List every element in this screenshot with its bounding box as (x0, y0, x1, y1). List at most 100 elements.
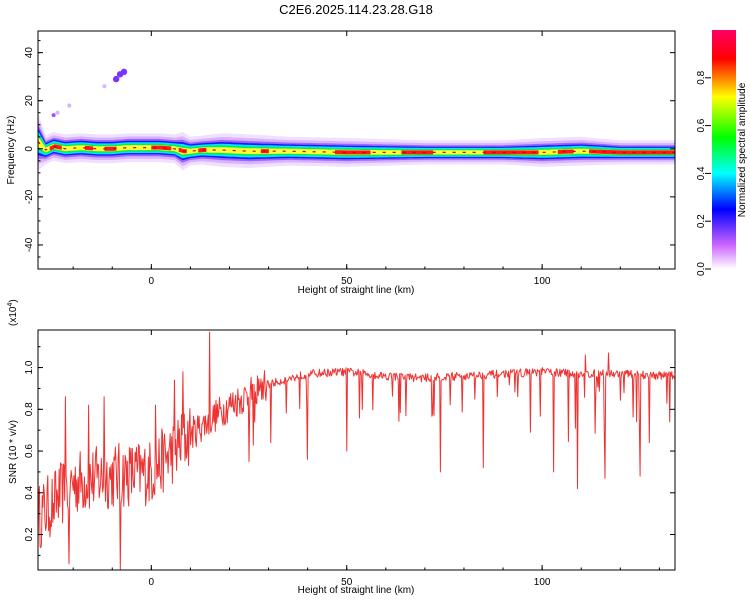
heat-hot-cell (649, 150, 652, 155)
heat-hot-cell (340, 150, 344, 155)
heat-hot-cell (489, 150, 492, 155)
spectrogram-axes: 0 50 100 -40 -20 0 20 40 (24, 31, 675, 287)
heat-hot-cell (518, 150, 521, 155)
heat-hot-cell (620, 150, 623, 155)
heat-hot-cell (665, 150, 668, 155)
spectrogram-x-tick-label: 50 (341, 276, 353, 287)
colorbar-gradient (712, 30, 736, 269)
snr-x-tick-label: 50 (341, 577, 353, 588)
snr-series (38, 331, 675, 570)
heat-hot-cell (161, 145, 164, 150)
heat-hot-cell (411, 150, 414, 155)
colorbar-tick-label: 0.6 (696, 118, 707, 132)
heat-hot-cell (159, 145, 162, 150)
heat-hot-cell (368, 150, 371, 155)
snr-exponent-sup: 4 (7, 303, 14, 307)
heat-hot-cell (639, 150, 643, 155)
heat-hot-cell (344, 150, 348, 155)
heat-hot-cell (671, 150, 674, 155)
heat-hot-cell (610, 150, 613, 155)
snr-y-tick-label: 0.4 (24, 485, 35, 499)
heat-hot-cell (49, 146, 52, 151)
heat-hot-cell (557, 149, 561, 154)
snr-frame (37, 329, 676, 571)
heat-hot-cell (520, 150, 523, 155)
heat-hot-cell (485, 150, 488, 155)
heat-hot-cell (428, 150, 432, 155)
spectrogram-y-tick-label: -40 (24, 237, 35, 252)
snr-axes: 0 50 100 0.2 0.4 0.6 0.8 1.0 (24, 330, 675, 588)
heat-hot-cell (419, 150, 422, 155)
heat-hot-cell (516, 150, 519, 155)
snr-exponent-label: (x104) (7, 299, 19, 326)
heat-hot-cell (487, 150, 490, 155)
heat-hot-cell (200, 148, 203, 153)
heat-hot-cell (155, 145, 158, 150)
heat-hot-cell (338, 150, 342, 155)
snr-y-label: SNR (10 * v/v) (8, 420, 19, 484)
spectrogram-heatmap (38, 68, 675, 171)
heat-hot-cell (567, 149, 570, 154)
heat-hot-cell (424, 150, 428, 155)
heat-hot-cell (198, 148, 201, 153)
heat-hot-cell (421, 150, 424, 155)
heat-hot-cell (90, 146, 94, 151)
heat-hot-cell (348, 150, 351, 155)
heat-scatter-point (102, 84, 107, 89)
heat-hot-cell (600, 149, 603, 154)
heat-hot-cell (657, 150, 660, 155)
spectrogram-y-tick-label: -20 (24, 189, 35, 204)
heat-hot-cell (626, 150, 629, 155)
colorbar-tick-label: 0.4 (696, 166, 707, 180)
heat-hot-cell (356, 150, 359, 155)
heat-hot-cell (430, 150, 434, 155)
heat-hot-cell (659, 150, 662, 155)
heat-hot-cell (417, 150, 420, 155)
heat-hot-cell (86, 146, 90, 150)
heat-hot-cell (260, 149, 264, 154)
heat-hot-cell (350, 150, 353, 155)
heat-hot-cell (360, 150, 363, 155)
heat-hot-cell (151, 145, 154, 150)
heat-hot-cell (604, 149, 607, 154)
colorbar-tick-label: 0.8 (696, 70, 707, 84)
colorbar-ticks: 0.0 0.2 0.4 0.6 0.8 (696, 70, 711, 276)
heat-hot-cell (110, 146, 113, 151)
heat-hot-cell (596, 149, 600, 154)
spectrogram-x-tick-label: 0 (149, 276, 155, 287)
heat-hot-cell (495, 150, 498, 155)
spectrogram-panel: 0 50 100 -40 -20 0 20 40 Height of straight lin… (6, 30, 676, 296)
heat-hot-cell (645, 150, 648, 155)
heat-hot-cell (335, 150, 338, 155)
heat-hot-cell (630, 150, 633, 155)
heat-hot-cell (514, 150, 518, 155)
heat-hot-cell (497, 150, 500, 155)
spectrogram-frame (37, 30, 676, 270)
snr-x-label: Height of straight line (km) (298, 585, 415, 596)
heat-hot-cell (405, 150, 408, 155)
heat-scatter-point (51, 113, 56, 118)
heat-hot-cell (346, 150, 349, 155)
heat-hot-cell (598, 149, 602, 154)
snr-x-tick-label: 0 (149, 577, 155, 588)
snr-line (38, 331, 675, 570)
heat-scatter-point (112, 75, 120, 83)
heat-hot-cell (108, 146, 111, 151)
colorbar-tick-label: 0.2 (696, 214, 707, 228)
heat-hot-cell (628, 150, 631, 155)
heat-scatter-point (120, 68, 128, 76)
heat-hot-cell (507, 150, 510, 155)
heat-layer-yellow (38, 136, 675, 155)
heat-hot-cell (167, 146, 170, 151)
heat-hot-cell (669, 150, 672, 155)
heat-hot-cell (88, 146, 92, 151)
snr-y-tick-label: 0.6 (24, 444, 35, 458)
heat-hot-cell (635, 150, 639, 155)
heat-hot-cell (510, 150, 514, 155)
heat-hot-cell (536, 150, 539, 155)
snr-y-tick-label: 1.0 (24, 360, 35, 374)
heat-hot-cell (168, 146, 172, 151)
heat-hot-cell (337, 150, 340, 155)
heat-hot-cell (505, 150, 508, 155)
